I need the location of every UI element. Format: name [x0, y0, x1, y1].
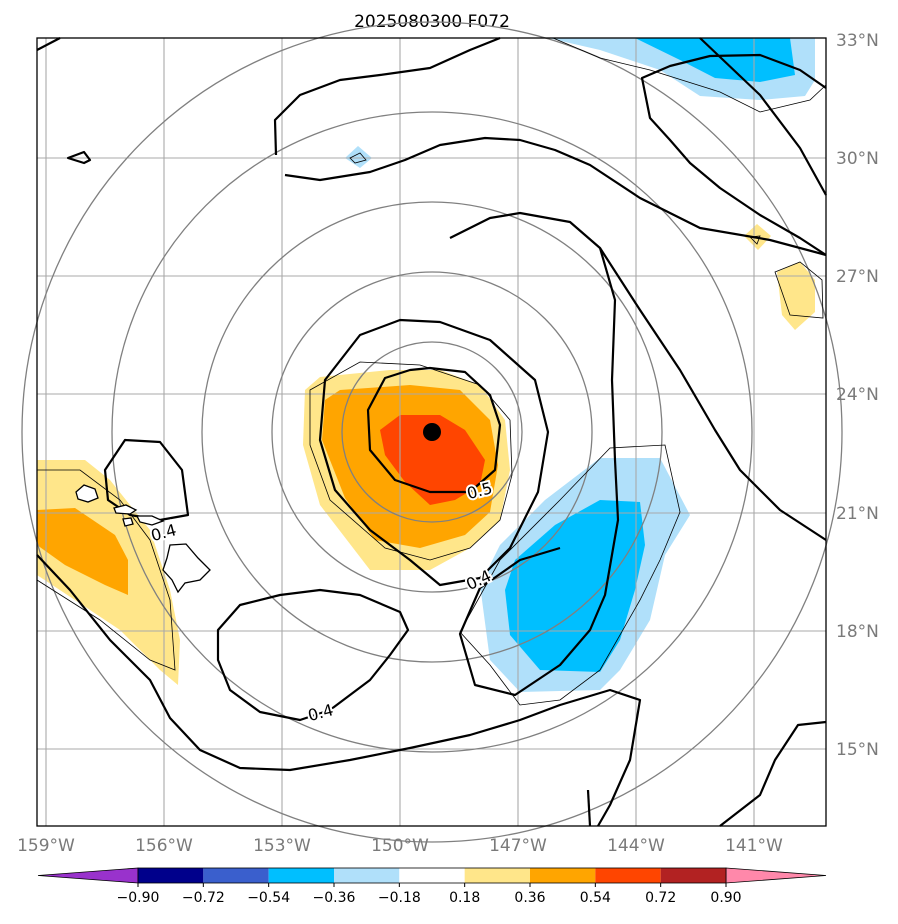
shading [37, 38, 815, 692]
neg-shade-north-mid [635, 38, 795, 82]
x-tick-label: 153°W [253, 836, 311, 856]
thin-contours [36, 37, 827, 706]
island-kauai [75, 484, 99, 503]
colorbar-tick-label: −0.72 [182, 890, 225, 906]
y-tick-label: 21°N [836, 504, 879, 524]
colorbar-tick-label: 0.72 [645, 890, 676, 906]
island-oahu [113, 504, 138, 515]
map-frame [36, 37, 827, 827]
storm-center-marker [423, 423, 441, 441]
contour-east-mid [599, 247, 827, 541]
contour-hawaii [103, 438, 190, 522]
y-axis-labels: 33°N 30°N 27°N 24°N 21°N 18°N 15°N [836, 31, 879, 760]
x-axis-labels: 159°W 156°W 153°W 150°W 147°W 144°W 141°… [17, 836, 783, 856]
range-ring-4 [111, 111, 753, 753]
colorbar-segment [334, 868, 400, 883]
x-tick-label: 156°W [135, 836, 193, 856]
island-molokai [135, 515, 165, 526]
colorbar-tick-label: −0.54 [247, 890, 290, 906]
neg-shade-speck [345, 146, 372, 168]
colorbar-tick-label: −0.90 [117, 890, 160, 906]
y-tick-label: 18°N [836, 622, 879, 642]
pos-shade-core-high [380, 415, 485, 505]
colorbar-segment [203, 868, 269, 883]
contour-north-arc [273, 36, 501, 156]
colorbar-segment [138, 868, 204, 883]
range-ring-2 [271, 271, 593, 593]
colorbar-segment [595, 868, 661, 883]
colorbar-segment [268, 868, 334, 883]
gridlines [37, 38, 826, 826]
contour-se-corner [719, 720, 827, 827]
contour-nw-corner [36, 37, 61, 51]
contour-right-lower [586, 789, 592, 827]
island-maui [122, 517, 134, 527]
contour-east-sweep [699, 37, 827, 196]
colorbar-segment [660, 868, 726, 883]
range-ring-1 [341, 341, 523, 523]
colorbar-segment [399, 868, 465, 883]
coastlines [75, 484, 211, 594]
pos-shade-speck-b [777, 262, 815, 330]
contour-label-3: 0.4 [306, 700, 336, 725]
x-tick-label: 144°W [607, 836, 665, 856]
colorbar-tick-label: 0.90 [710, 890, 741, 906]
contour-lower-ring [216, 588, 410, 722]
contour-top-band [284, 136, 827, 257]
x-tick-label: 141°W [725, 836, 783, 856]
contour-inner [366, 366, 502, 494]
colorbar-tick-label: 0.54 [580, 890, 611, 906]
y-tick-label: 15°N [836, 740, 879, 760]
contour-nw-speck [66, 150, 92, 165]
x-tick-label: 150°W [371, 836, 429, 856]
contour-spiral [449, 211, 620, 697]
colorbar-tick-label: −0.18 [378, 890, 421, 906]
map-panel: 0.5 0.4 0.4 0.4 [21, 21, 843, 843]
pos-shade-west-mid [37, 508, 128, 595]
colorbar-outline [137, 867, 727, 884]
range-ring-3 [201, 201, 663, 663]
thick-contours [36, 36, 827, 827]
island-hawaii [162, 543, 211, 594]
colorbar-tick-label: 0.36 [514, 890, 545, 906]
range-ring-5 [21, 21, 843, 843]
range-rings [21, 21, 843, 843]
neg-shade-east-mid [505, 500, 645, 672]
colorbar-segment [464, 868, 530, 883]
y-tick-label: 30°N [836, 149, 879, 169]
colorbar: −0.90 −0.72 −0.54 −0.36 −0.18 0.18 0.36 0.54 0.7… [37, 867, 827, 906]
x-tick-label: 147°W [489, 836, 547, 856]
y-tick-label: 24°N [836, 385, 879, 405]
contour-wide-arc [36, 554, 642, 827]
y-tick-label: 33°N [836, 31, 879, 51]
colorbar-tick-label: −0.36 [313, 890, 356, 906]
colorbar-tick-label: 0.18 [449, 890, 480, 906]
x-tick-label: 159°W [17, 836, 75, 856]
colorbar-segment [530, 868, 596, 883]
contour-core-outer [318, 318, 550, 587]
colorbar-extend-low [37, 867, 139, 884]
contour-ne-loop [640, 53, 827, 256]
y-tick-label: 27°N [836, 267, 879, 287]
colorbar-extend-high [725, 867, 827, 884]
